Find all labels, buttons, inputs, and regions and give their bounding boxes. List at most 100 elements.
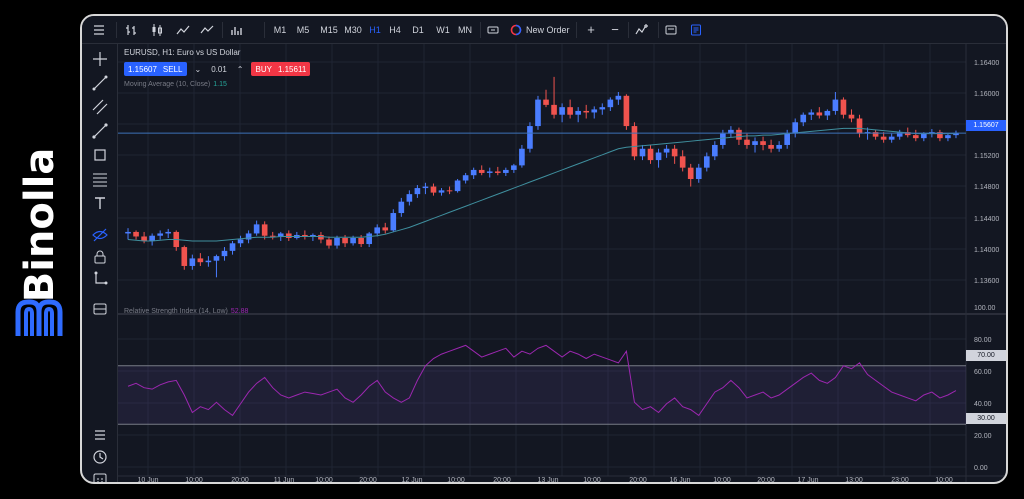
candle-body <box>334 237 340 246</box>
candle-body <box>277 233 284 237</box>
history-icon[interactable] <box>91 448 109 466</box>
candle-body <box>318 234 324 240</box>
line-chart-icon[interactable] <box>176 16 192 44</box>
delete-drawings-icon[interactable] <box>91 270 109 288</box>
candle-body <box>237 239 244 244</box>
candle-body <box>615 95 622 100</box>
candle-body <box>213 256 220 261</box>
bar-chart-icon[interactable] <box>124 16 140 44</box>
time-axis-label: 13 Jun <box>537 477 558 484</box>
text-tool-icon[interactable] <box>91 194 109 212</box>
sell-button[interactable]: 1.15607 SELL <box>124 62 187 76</box>
timeframe-h4[interactable]: H4 <box>389 25 401 35</box>
candle-body <box>583 110 590 113</box>
current-price-tag: 1.15607 <box>966 120 1006 131</box>
candle-body <box>205 260 212 263</box>
candle-body <box>398 201 405 214</box>
trend-line-icon[interactable] <box>91 74 109 92</box>
buy-button[interactable]: BUY 1.15611 <box>251 62 311 76</box>
candle-body <box>655 152 662 161</box>
timeframe-m1[interactable]: M1 <box>273 25 287 35</box>
candles-icon[interactable] <box>150 16 166 44</box>
drawing-toolbar <box>82 44 118 482</box>
candle-body <box>816 112 823 116</box>
zoom-out-button[interactable]: − <box>611 22 619 37</box>
quantity-field[interactable]: ⌄ 0.01 ⌃ <box>187 65 252 74</box>
order-type-icon[interactable] <box>486 16 502 44</box>
candle-body <box>285 233 292 238</box>
new-order-button[interactable]: New Order <box>526 25 570 35</box>
candle-body <box>824 110 831 116</box>
rsi-band <box>118 365 966 425</box>
pitchfork-icon[interactable] <box>91 122 109 140</box>
candle-body <box>422 186 429 189</box>
candle-body <box>454 180 461 192</box>
candle-body <box>503 169 509 173</box>
timeframe-m5[interactable]: M5 <box>296 25 310 35</box>
screenshot-icon[interactable] <box>664 16 680 44</box>
candle-body <box>527 126 533 149</box>
time-axis-label: 10:00 <box>185 477 203 484</box>
candle-body <box>856 118 863 134</box>
timeframe-m15[interactable]: M15 <box>320 25 338 35</box>
rsi-legend[interactable]: Relative Strength Index (14, Low) 52.88 <box>124 308 248 315</box>
candle-body <box>406 194 413 202</box>
time-axis-label: 10:00 <box>713 477 731 484</box>
candle-body <box>430 186 437 193</box>
sell-price: 1.15607 <box>128 64 157 74</box>
candle-body <box>494 171 501 173</box>
timeframe-m30[interactable]: M30 <box>344 25 362 35</box>
candle-body <box>937 132 943 139</box>
list-icon[interactable] <box>91 426 109 444</box>
object-tree-icon[interactable] <box>91 300 109 318</box>
hide-drawings-icon[interactable] <box>91 226 109 244</box>
new-order-icon[interactable] <box>510 16 522 44</box>
lock-icon[interactable] <box>91 248 109 266</box>
timeframe-mn[interactable]: MN <box>458 25 472 35</box>
candle-body <box>269 235 276 237</box>
time-axis-label: 10:00 <box>447 477 465 484</box>
chevron-down-icon[interactable]: ⌄ <box>194 64 202 74</box>
zoom-in-button[interactable]: + <box>587 22 595 37</box>
candle-body <box>149 235 155 242</box>
candle-body <box>752 141 758 145</box>
indicator-add-icon[interactable] <box>635 16 651 44</box>
parallel-channel-icon[interactable] <box>91 98 109 116</box>
rsi-label: Relative Strength Index (14, Low) <box>124 308 228 315</box>
templates-icon[interactable] <box>689 16 705 44</box>
sell-label: SELL <box>162 64 183 74</box>
rsi-axis-label: 100.00 <box>974 305 996 312</box>
candle-body <box>921 133 927 139</box>
hamburger-icon[interactable] <box>92 16 110 44</box>
candle-body <box>157 233 163 236</box>
price-chart[interactable]: 1.164001.160001.156001.152001.148001.144… <box>118 44 1006 484</box>
candle-body <box>631 126 638 157</box>
price-axis-label: 1.14000 <box>974 247 999 254</box>
indicators-icon[interactable] <box>230 16 246 44</box>
rectangle-tool-icon[interactable] <box>91 146 109 164</box>
chevron-up-icon[interactable]: ⌃ <box>236 64 244 74</box>
candle-body <box>302 234 308 237</box>
candle-body <box>446 190 453 192</box>
price-axis-label: 1.14800 <box>974 184 999 191</box>
candle-body <box>141 236 147 242</box>
timeframe-d1[interactable]: D1 <box>412 25 424 35</box>
crosshair-icon[interactable] <box>91 50 109 68</box>
rsi-value: 52.88 <box>230 308 249 315</box>
time-axis-label: 12 Jun <box>401 477 422 484</box>
fibonacci-icon[interactable] <box>91 170 109 188</box>
candle-body <box>720 133 726 145</box>
candle-body <box>478 169 485 173</box>
candle-body <box>607 99 614 108</box>
price-axis-label: 1.13600 <box>974 278 999 285</box>
candle-body <box>165 231 172 234</box>
time-axis-label: 20:00 <box>629 477 647 484</box>
area-chart-icon[interactable] <box>200 16 216 44</box>
ma-legend[interactable]: Moving Average (10, Close) 1.15 <box>124 81 227 88</box>
trading-terminal: M1 M5 M15 M30 H1 H4 D1 W1 MN New Order +… <box>80 14 1008 484</box>
binolla-logo-icon <box>15 299 63 336</box>
timeframe-h1[interactable]: H1 <box>369 25 381 35</box>
calendar-icon[interactable] <box>91 470 109 484</box>
candle-body <box>374 227 381 234</box>
timeframe-w1[interactable]: W1 <box>436 25 450 35</box>
